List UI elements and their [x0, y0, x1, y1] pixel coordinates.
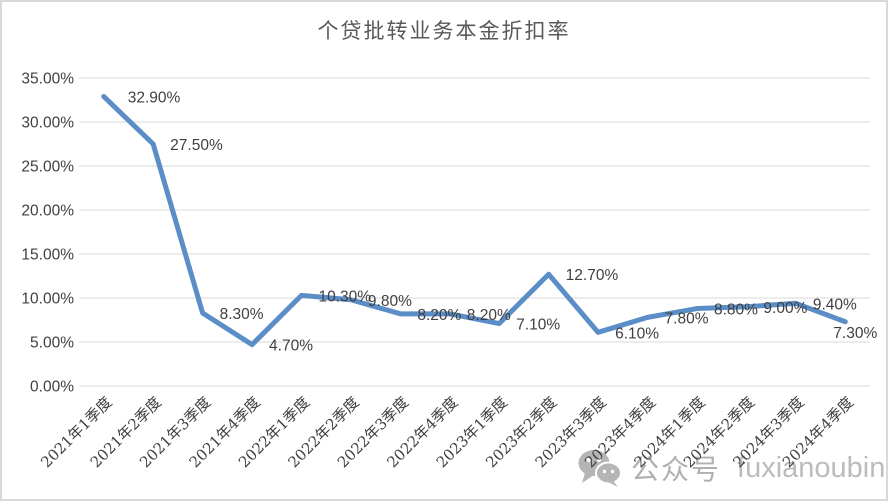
y-axis-tick-label: 10.00% — [21, 291, 74, 308]
data-label: 9.80% — [368, 293, 412, 310]
data-label: 8.20% — [417, 307, 461, 324]
data-series-line — [101, 93, 848, 348]
y-axis-tick-label: 15.00% — [21, 247, 74, 264]
data-label: 9.00% — [763, 300, 807, 317]
data-label: 8.80% — [714, 302, 758, 319]
data-label: 12.70% — [566, 267, 619, 284]
watermark-account-label: fuxianoubin — [737, 451, 886, 484]
data-label: 7.30% — [833, 325, 877, 342]
data-label: 4.70% — [269, 338, 313, 355]
y-axis-tick-label: 5.00% — [30, 335, 74, 352]
y-axis-tick-label: 20.00% — [21, 203, 74, 220]
chart-title: 个贷批转业务本金折扣率 — [317, 19, 571, 43]
y-axis-tick-label: 30.00% — [21, 115, 74, 132]
watermark-platform-label: 公众号 — [631, 454, 722, 485]
data-label: 7.80% — [665, 310, 709, 327]
data-label: 8.30% — [220, 306, 264, 323]
data-label: 7.10% — [516, 317, 560, 334]
y-axis-tick-label: 35.00% — [21, 71, 74, 88]
y-axis-tick-label: 0.00% — [30, 379, 74, 396]
data-label: 8.20% — [467, 307, 511, 324]
data-label: 27.50% — [170, 137, 223, 154]
data-label: 10.30% — [318, 288, 371, 305]
y-axis-tick-label: 25.00% — [21, 159, 74, 176]
data-label: 32.90% — [128, 89, 181, 106]
data-label: 9.40% — [813, 296, 857, 313]
wechat-icon — [578, 450, 622, 487]
watermark: 公众号 fuxianoubin — [578, 448, 885, 488]
data-label: 6.10% — [615, 325, 659, 342]
